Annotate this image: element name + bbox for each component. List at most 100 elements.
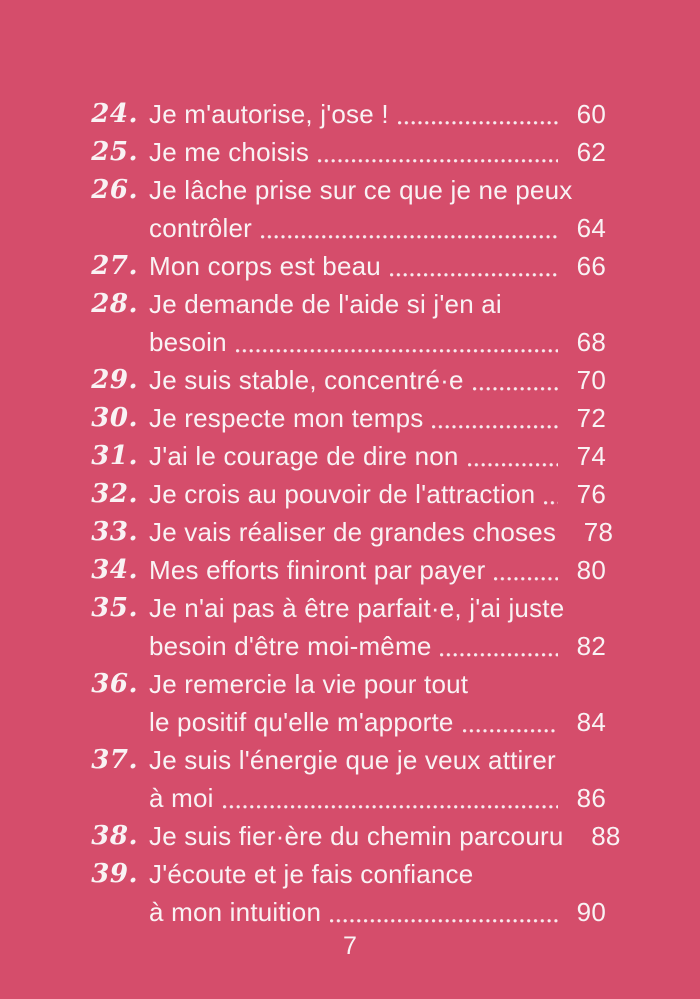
entry-text-block: Je demande de l'aide si j'en ai besoin 68 — [149, 285, 606, 361]
entry-text-block: Je me choisis 62 — [149, 133, 606, 171]
entry-text: Je n'ai pas à être parfait·e, j'ai juste — [149, 593, 565, 623]
entry-line: Je lâche prise sur ce que je ne peux — [149, 171, 606, 209]
entry-page-number: 76 — [576, 479, 606, 509]
entry-line: Je demande de l'aide si j'en ai — [149, 285, 606, 323]
entry-number: 30. — [91, 403, 138, 433]
entry-number: 33. — [91, 517, 138, 547]
entry-text: Je suis fier·ère du chemin parcouru — [149, 821, 564, 851]
toc-entry: 34. Mes efforts finiront par payer 80 — [90, 551, 606, 589]
entry-text: Je suis l'énergie que je veux attirer — [149, 745, 556, 775]
entry-text: à moi — [149, 783, 214, 813]
entry-text: Mes efforts finiront par payer — [149, 555, 486, 585]
table-of-contents: 24. Je m'autorise, j'ose ! 60 25. Je me choi… — [90, 95, 620, 931]
entry-number: 37. — [91, 745, 138, 775]
dot-leader — [260, 235, 558, 239]
entry-page-number: 70 — [576, 365, 606, 395]
entry-page-number: 68 — [576, 327, 606, 357]
entry-page-number: 80 — [576, 555, 606, 585]
page-footer: 7 — [0, 931, 700, 961]
dot-leader — [432, 425, 558, 429]
entry-text-block: J'écoute et je fais confiance à mon intui… — [149, 855, 606, 931]
dot-leader — [467, 463, 558, 467]
toc-entry: 38. Je suis fier·ère du chemin parcouru 88 — [90, 817, 620, 855]
entry-line: Je respecte mon temps 72 — [149, 399, 606, 437]
entry-number: 25. — [91, 137, 138, 167]
entry-text: Je respecte mon temps — [149, 403, 424, 433]
toc-entry: 28. Je demande de l'aide si j'en ai besoin… — [90, 285, 606, 361]
entry-text: Je demande de l'aide si j'en ai — [149, 289, 502, 319]
entry-line: le positif qu'elle m'apporte 84 — [149, 703, 606, 741]
entry-line: Mon corps est beau 66 — [149, 247, 606, 285]
entry-text: J'écoute et je fais confiance — [149, 859, 474, 889]
entry-text: besoin — [149, 327, 227, 357]
entry-number: 35. — [91, 593, 138, 623]
entry-text-block: Je suis fier·ère du chemin parcouru 88 — [149, 817, 620, 855]
entry-number: 29. — [91, 365, 138, 395]
dot-leader — [397, 121, 558, 125]
entry-line: Je vais réaliser de grandes choses 78 — [149, 513, 613, 551]
toc-entry: 29. Je suis stable, concentré·e 70 — [90, 361, 606, 399]
dot-leader — [462, 729, 558, 733]
entry-text-block: Je m'autorise, j'ose ! 60 — [149, 95, 606, 133]
entry-number: 38. — [91, 821, 138, 851]
entry-text: contrôler — [149, 213, 252, 243]
entry-page-number: 74 — [576, 441, 606, 471]
entry-line: Je m'autorise, j'ose ! 60 — [149, 95, 606, 133]
toc-entry: 27. Mon corps est beau 66 — [90, 247, 606, 285]
toc-entry: 31. J'ai le courage de dire non 74 — [90, 437, 606, 475]
entry-line: Je crois au pouvoir de l'attraction 76 — [149, 475, 606, 513]
toc-entry: 37. Je suis l'énergie que je veux attirer… — [90, 741, 606, 817]
entry-text-block: Je respecte mon temps 72 — [149, 399, 606, 437]
entry-line: Je suis l'énergie que je veux attirer — [149, 741, 606, 779]
entry-line: Je me choisis 62 — [149, 133, 606, 171]
dot-leader — [544, 501, 558, 505]
dot-leader — [330, 919, 558, 923]
toc-entry: 35. Je n'ai pas à être parfait·e, j'ai ju… — [90, 589, 606, 665]
toc-entry: 36. Je remercie la vie pour tout le positi… — [90, 665, 606, 741]
entry-line: J'ai le courage de dire non 74 — [149, 437, 606, 475]
entry-number: 26. — [91, 175, 138, 205]
dot-leader — [440, 653, 558, 657]
dot-leader — [318, 159, 558, 163]
entry-text: Mon corps est beau — [149, 251, 381, 281]
entry-text: le positif qu'elle m'apporte — [149, 707, 454, 737]
entry-number: 32. — [91, 479, 138, 509]
entry-page-number: 64 — [576, 213, 606, 243]
entry-page-number: 62 — [576, 137, 606, 167]
entry-number: 24. — [91, 99, 138, 129]
entry-text: Je m'autorise, j'ose ! — [149, 99, 389, 129]
entry-page-number: 72 — [576, 403, 606, 433]
entry-line: à moi 86 — [149, 779, 606, 817]
entry-text: Je remercie la vie pour tout — [149, 669, 469, 699]
toc-entry: 25. Je me choisis 62 — [90, 133, 606, 171]
entry-text: besoin d'être moi-même — [149, 631, 432, 661]
entry-line: Je n'ai pas à être parfait·e, j'ai juste — [149, 589, 606, 627]
entry-page-number: 86 — [576, 783, 606, 813]
entry-line: à mon intuition 90 — [149, 893, 606, 931]
entry-line: J'écoute et je fais confiance — [149, 855, 606, 893]
entry-number: 39. — [91, 859, 138, 889]
entry-text: Je crois au pouvoir de l'attraction — [149, 479, 536, 509]
entry-line: besoin d'être moi-même 82 — [149, 627, 606, 665]
entry-page-number: 60 — [576, 99, 606, 129]
entry-text-block: Mes efforts finiront par payer 80 — [149, 551, 606, 589]
entry-text-block: Je suis stable, concentré·e 70 — [149, 361, 606, 399]
entry-line: Mes efforts finiront par payer 80 — [149, 551, 606, 589]
entry-page-number: 82 — [576, 631, 606, 661]
entry-page-number: 66 — [576, 251, 606, 281]
entry-text-block: Je suis l'énergie que je veux attirer à m… — [149, 741, 606, 817]
entry-page-number: 88 — [591, 821, 621, 851]
entry-number: 27. — [91, 251, 138, 281]
toc-entry: 33. Je vais réaliser de grandes choses 78 — [90, 513, 613, 551]
toc-entry: 32. Je crois au pouvoir de l'attraction 76 — [90, 475, 606, 513]
entry-page-number: 90 — [576, 897, 606, 927]
entry-page-number: 84 — [576, 707, 606, 737]
entry-text-block: J'ai le courage de dire non 74 — [149, 437, 606, 475]
dot-leader — [235, 349, 558, 353]
entry-number: 34. — [91, 555, 138, 585]
entry-text-block: Mon corps est beau 66 — [149, 247, 606, 285]
dot-leader — [389, 273, 558, 277]
entry-line: Je suis stable, concentré·e 70 — [149, 361, 606, 399]
entry-text-block: Je vais réaliser de grandes choses 78 — [149, 513, 613, 551]
